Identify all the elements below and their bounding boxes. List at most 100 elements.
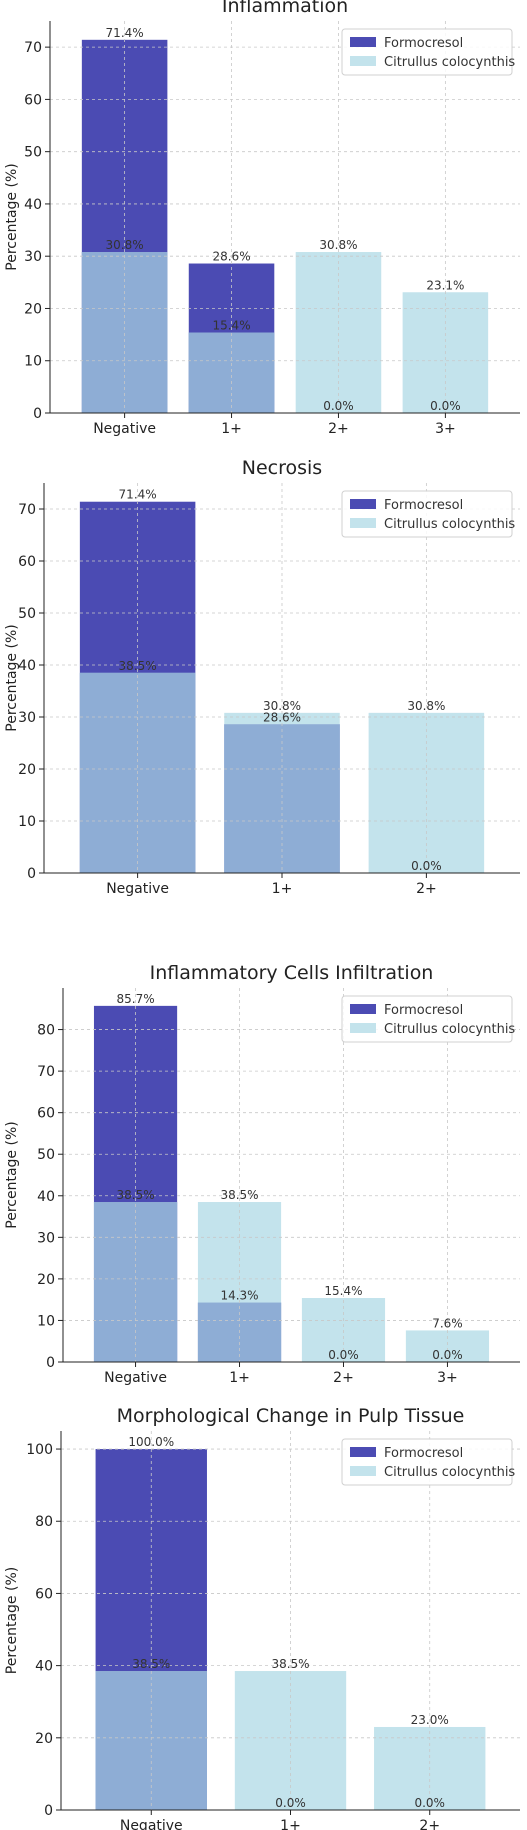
legend [341,28,513,76]
x-tick-label: Negative [120,1818,183,1830]
data-label-citrullus-colocynthis: 30.8% [407,699,445,713]
y-tick-label: 30 [37,1230,55,1246]
data-label-formocresol: 0.0% [275,1796,306,1810]
y-tick-label: 20 [24,301,42,317]
legend-entry: Formocresol [384,1446,463,1461]
bar-overlap [81,252,168,413]
data-label-citrullus-colocynthis: 38.5% [119,659,157,673]
x-tick-label: 3+ [437,1370,458,1386]
data-label-formocresol: 0.0% [323,399,354,413]
y-tick-label: 70 [24,40,42,56]
data-label-formocresol: 0.0% [432,1348,463,1362]
legend-entry: Citrullus colocynthis [384,517,515,532]
y-tick-label: 10 [18,814,36,830]
data-label-citrullus-colocynthis: 38.5% [271,1657,309,1671]
y-tick-label: 0 [33,406,42,422]
data-label-formocresol: 0.0% [328,1348,359,1362]
data-label-citrullus-colocynthis: 38.5% [116,1188,154,1202]
chart-title: Inflammatory Cells Infiltration [150,962,434,984]
legend-swatch [350,499,376,509]
y-tick-label: 50 [18,606,36,622]
x-tick-label: Negative [106,881,169,897]
legend-swatch [350,1466,376,1476]
legend [341,490,513,538]
y-tick-label: 20 [37,1272,55,1288]
bar-citrullus-colocynthis [295,252,382,413]
legend [341,1438,513,1486]
data-label-citrullus-colocynthis: 38.5% [132,1657,170,1671]
data-label-formocresol: 14.3% [220,1289,258,1303]
x-tick-label: 3+ [435,421,456,437]
x-tick-label: Negative [104,1370,167,1386]
data-label-citrullus-colocynthis: 30.8% [263,699,301,713]
legend-entry: Formocresol [384,498,463,513]
data-label-citrullus-colocynthis: 23.0% [411,1713,449,1727]
y-tick-label: 0 [44,1803,53,1819]
legend-entry: Citrullus colocynthis [384,55,515,70]
y-axis-label: Percentage (%) [4,163,20,270]
data-label-citrullus-colocynthis: 7.6% [432,1316,463,1330]
y-tick-label: 80 [37,1023,55,1039]
x-tick-label: 1+ [272,881,293,897]
y-tick-label: 30 [24,249,42,265]
legend-entry: Citrullus colocynthis [384,1022,515,1037]
y-tick-label: 40 [24,197,42,213]
chart-inflammation: Inflammation Percentage (%) 71.4% 30.8% 28.6… [4,0,520,437]
x-tick-label: 1+ [280,1818,301,1830]
data-label-formocresol: 100.0% [128,1435,174,1449]
y-tick-label: 20 [18,762,36,778]
legend-entry: Formocresol [384,1003,463,1018]
y-tick-label: 70 [37,1064,55,1080]
data-label-formocresol: 71.4% [106,26,144,40]
y-tick-label: 40 [37,1189,55,1205]
data-label-formocresol: 28.6% [212,250,250,264]
data-label-citrullus-colocynthis: 30.8% [319,238,357,252]
y-tick-label: 50 [37,1147,55,1163]
x-tick-label: 1+ [229,1370,250,1386]
y-tick-label: 70 [18,502,36,518]
x-tick-label: 2+ [328,421,349,437]
legend-entry: Citrullus colocynthis [384,1465,515,1480]
y-tick-label: 60 [24,92,42,108]
x-tick-label: 2+ [333,1370,354,1386]
y-tick-label: 40 [18,658,36,674]
y-tick-label: 0 [27,866,36,882]
y-axis-label: Percentage (%) [4,1121,20,1228]
bar-citrullus-colocynthis [368,712,485,873]
y-tick-label: 20 [35,1731,53,1747]
chart-title: Necrosis [242,460,322,479]
y-axis-label: Percentage (%) [4,1567,20,1674]
data-label-citrullus-colocynthis: 15.4% [324,1284,362,1298]
y-tick-label: 60 [18,554,36,570]
legend-swatch [350,1004,376,1014]
y-tick-label: 60 [37,1106,55,1122]
data-label-citrullus-colocynthis: 30.8% [106,238,144,252]
y-tick-label: 0 [46,1355,55,1371]
y-tick-label: 30 [18,710,36,726]
chart-morphological-change: Morphological Change in Pulp Tissue Perce… [4,1405,520,1830]
legend-entry: Formocresol [384,36,463,51]
data-label-formocresol: 0.0% [430,399,461,413]
y-tick-label: 80 [35,1514,53,1530]
x-tick-label: 2+ [416,881,437,897]
y-tick-label: 50 [24,145,42,161]
legend [341,995,513,1043]
data-label-formocresol: 0.0% [411,859,442,873]
legend-swatch [350,56,376,66]
data-label-formocresol: 71.4% [119,488,157,502]
data-label-formocresol: 0.0% [414,1796,445,1810]
legend-swatch [350,1447,376,1457]
y-tick-label: 100 [26,1442,53,1458]
data-label-formocresol: 85.7% [116,992,154,1006]
y-tick-label: 10 [37,1313,55,1329]
data-label-citrullus-colocynthis: 15.4% [212,319,250,333]
x-tick-label: 2+ [419,1818,440,1830]
data-label-citrullus-colocynthis: 23.1% [426,278,464,292]
chart-inflammatory-cells-infiltration: Inflammatory Cells Infiltration Percentag… [4,962,520,1386]
data-label-formocresol: 28.6% [263,710,301,724]
legend-swatch [350,1023,376,1033]
y-tick-label: 40 [35,1659,53,1675]
y-tick-label: 60 [35,1586,53,1602]
data-label-citrullus-colocynthis: 38.5% [220,1188,258,1202]
